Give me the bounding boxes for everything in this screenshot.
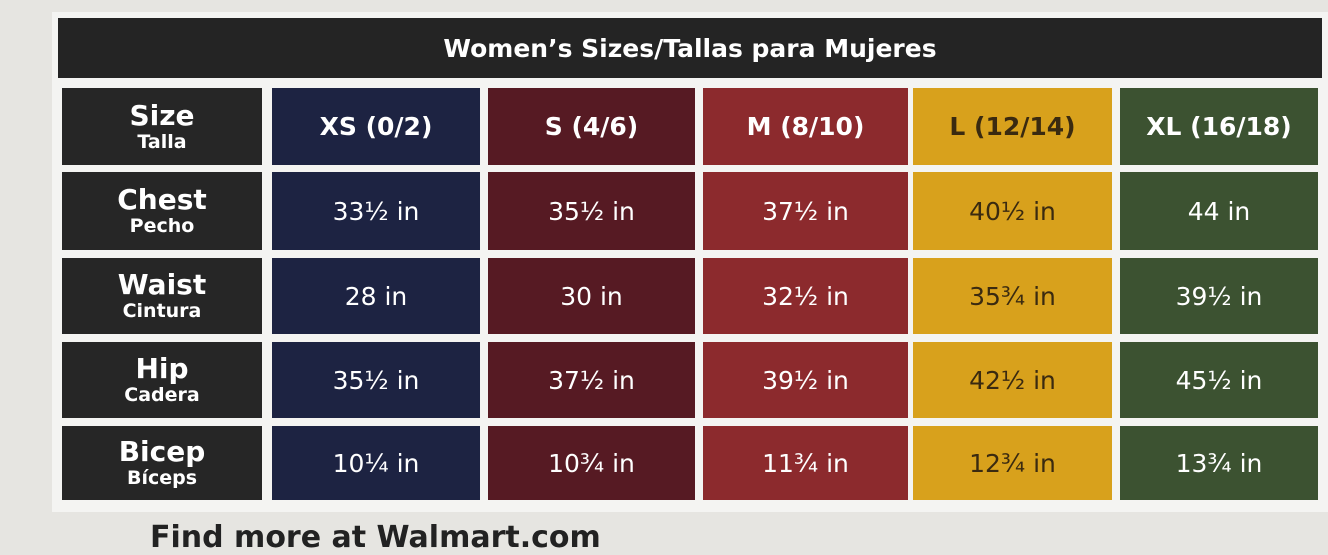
table-title: Women’s Sizes/Tallas para Mujeres (58, 18, 1322, 78)
row-label: Chest (117, 183, 207, 216)
measurement-cell: 44 in (1120, 172, 1318, 250)
row-label: Hip (135, 352, 189, 385)
row-label: Waist (117, 268, 207, 301)
measurement-cell: 12¾ in (913, 426, 1112, 500)
measurement-cell: 42½ in (913, 342, 1112, 418)
size-header: L (12/14) (913, 88, 1112, 165)
header-label: Size (129, 98, 195, 132)
row-sublabel: Pecho (129, 215, 195, 237)
row-label: Bicep (118, 435, 206, 468)
measurement-cell: 10¾ in (488, 426, 695, 500)
size-header: S (4/6) (488, 88, 695, 165)
size-header: XS (0/2) (272, 88, 480, 165)
measurement-cell: 32½ in (703, 258, 908, 334)
measurement-cell: 28 in (272, 258, 480, 334)
measurement-cell: 10¼ in (272, 426, 480, 500)
size-header: XL (16/18) (1120, 88, 1318, 165)
measurement-cell: 39½ in (1120, 258, 1318, 334)
row-sublabel: Cadera (124, 384, 200, 406)
measurement-cell: 39½ in (703, 342, 908, 418)
measurement-cell: 37½ in (703, 172, 908, 250)
row-sublabel: Cintura (122, 300, 202, 322)
measurement-cell: 11¾ in (703, 426, 908, 500)
measurement-cell: 35½ in (272, 342, 480, 418)
row-label-cell: Hip Cadera (62, 342, 262, 418)
row-sublabel: Bíceps (126, 467, 198, 489)
measurement-cell: 33½ in (272, 172, 480, 250)
measurement-cell: 35¾ in (913, 258, 1112, 334)
size-header: M (8/10) (703, 88, 908, 165)
row-label-cell: Bicep Bíceps (62, 426, 262, 500)
measurement-cell: 45½ in (1120, 342, 1318, 418)
measurement-cell: 13¾ in (1120, 426, 1318, 500)
measurement-cell: 30 in (488, 258, 695, 334)
measurement-cell: 35½ in (488, 172, 695, 250)
measurement-cell: 40½ in (913, 172, 1112, 250)
row-label-cell: Chest Pecho (62, 172, 262, 250)
page: {"title": "Women’s Sizes/Tallas para Muj… (52, 12, 1328, 555)
measurement-cell: 37½ in (488, 342, 695, 418)
row-label-cell: Waist Cintura (62, 258, 262, 334)
header-sublabel: Talla (137, 130, 187, 153)
header-label-cell: Size Talla (62, 88, 262, 165)
